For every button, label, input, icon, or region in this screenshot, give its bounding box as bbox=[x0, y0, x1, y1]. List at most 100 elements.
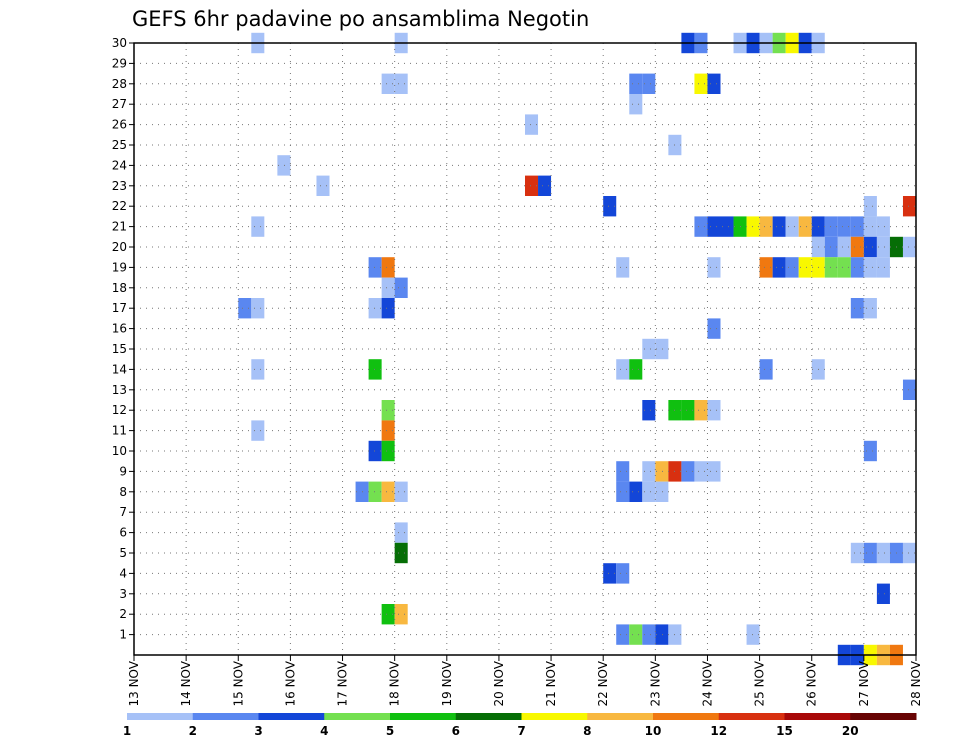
heat-cell bbox=[759, 257, 773, 278]
heat-cell bbox=[629, 359, 643, 380]
legend-swatch bbox=[192, 713, 259, 720]
heat-cell bbox=[538, 175, 552, 196]
grid bbox=[134, 43, 916, 655]
heat-cell bbox=[863, 257, 877, 278]
heat-cell bbox=[694, 73, 708, 94]
legend-swatch bbox=[521, 713, 588, 720]
legend-swatch bbox=[390, 713, 457, 720]
heat-cell bbox=[720, 216, 734, 237]
heat-cell bbox=[850, 236, 864, 258]
heat-cell bbox=[629, 624, 643, 645]
heat-cell bbox=[655, 624, 669, 645]
y-tick-label: 16 bbox=[112, 322, 127, 336]
x-tick-label: 22 NOV bbox=[596, 660, 610, 706]
y-tick-label: 11 bbox=[112, 424, 127, 438]
x-tick-label: 14 NOV bbox=[179, 660, 193, 706]
heat-cell bbox=[629, 73, 643, 94]
heat-cell bbox=[707, 461, 721, 482]
heat-cell bbox=[616, 359, 630, 380]
heat-cell bbox=[394, 73, 408, 94]
x-tick-label: 25 NOV bbox=[753, 660, 767, 706]
heat-cell bbox=[277, 155, 291, 176]
heat-cell bbox=[707, 216, 721, 237]
heat-cell bbox=[772, 216, 786, 237]
y-tick-label: 12 bbox=[112, 403, 127, 417]
heat-cell bbox=[394, 277, 408, 298]
y-tick-label: 28 bbox=[112, 77, 127, 91]
heat-cell bbox=[707, 257, 721, 278]
color-legend: 1 2 3 4 5 6 7 8 10 12 15 20 bbox=[123, 713, 917, 738]
heat-cell bbox=[902, 379, 916, 400]
y-tick-label: 13 bbox=[112, 383, 127, 397]
heat-cell bbox=[785, 257, 799, 278]
legend-label: 1 bbox=[123, 724, 131, 738]
legend-label: 12 bbox=[710, 724, 727, 738]
y-axis: 1234567891011121314151617181920212223242… bbox=[112, 36, 134, 642]
heat-cell bbox=[381, 257, 395, 278]
legend-swatch bbox=[850, 713, 917, 720]
heat-cell bbox=[824, 236, 838, 258]
heat-cell bbox=[655, 481, 669, 502]
heat-cell bbox=[772, 257, 786, 278]
legend-label: 10 bbox=[645, 724, 662, 738]
y-tick-label: 29 bbox=[112, 56, 127, 70]
heat-cell bbox=[368, 257, 382, 278]
heat-cell bbox=[876, 216, 890, 237]
heat-cell bbox=[642, 73, 656, 94]
heat-cell bbox=[316, 175, 330, 196]
x-tick-label: 23 NOV bbox=[648, 660, 662, 706]
heat-cell bbox=[381, 604, 395, 625]
heat-cell bbox=[642, 461, 656, 482]
heat-cell bbox=[863, 440, 877, 462]
heat-cell bbox=[694, 216, 708, 237]
y-tick-label: 30 bbox=[112, 36, 127, 50]
y-tick-label: 20 bbox=[112, 240, 127, 254]
heat-cell bbox=[381, 400, 395, 421]
heat-cell bbox=[616, 624, 630, 645]
heat-cell bbox=[368, 440, 382, 462]
y-tick-label: 25 bbox=[112, 138, 127, 152]
x-tick-label: 16 NOV bbox=[283, 660, 297, 706]
heat-cell bbox=[876, 236, 890, 258]
heat-cell bbox=[616, 257, 630, 278]
x-tick-label: 20 NOV bbox=[492, 660, 506, 706]
heat-cell bbox=[694, 400, 708, 421]
heat-cell bbox=[642, 481, 656, 502]
heat-cell bbox=[863, 236, 877, 258]
y-tick-label: 7 bbox=[119, 505, 127, 519]
heat-cell bbox=[746, 624, 760, 645]
heat-cell bbox=[381, 73, 395, 94]
heat-cell bbox=[850, 216, 864, 237]
legend-swatch bbox=[587, 713, 654, 720]
y-tick-label: 10 bbox=[112, 444, 127, 458]
heat-cell bbox=[863, 542, 877, 564]
heat-cell bbox=[603, 196, 617, 217]
heat-cell bbox=[238, 298, 252, 319]
heat-cell bbox=[798, 257, 812, 278]
y-tick-label: 5 bbox=[119, 546, 127, 560]
legend-label: 3 bbox=[254, 724, 262, 738]
legend-swatch bbox=[258, 713, 325, 720]
y-tick-label: 4 bbox=[119, 566, 127, 580]
heat-cell bbox=[368, 359, 382, 380]
legend-swatch bbox=[127, 713, 194, 720]
x-tick-label: 24 NOV bbox=[700, 660, 714, 706]
heat-cell bbox=[876, 542, 890, 564]
heat-cell bbox=[798, 216, 812, 237]
heat-cell bbox=[863, 298, 877, 319]
data-cells bbox=[238, 32, 916, 666]
heat-cell bbox=[381, 420, 395, 441]
heat-cell bbox=[394, 542, 408, 564]
heat-cell bbox=[759, 216, 773, 237]
y-tick-label: 2 bbox=[119, 607, 127, 621]
heat-cell bbox=[251, 216, 265, 237]
heat-cell bbox=[746, 216, 760, 237]
heat-cell bbox=[876, 583, 890, 604]
x-tick-label: 21 NOV bbox=[544, 660, 558, 706]
heat-cell bbox=[655, 461, 669, 482]
heat-cell bbox=[863, 196, 877, 217]
heat-cell bbox=[707, 400, 721, 421]
heat-cell bbox=[694, 461, 708, 482]
x-tick-label: 27 NOV bbox=[857, 660, 871, 706]
